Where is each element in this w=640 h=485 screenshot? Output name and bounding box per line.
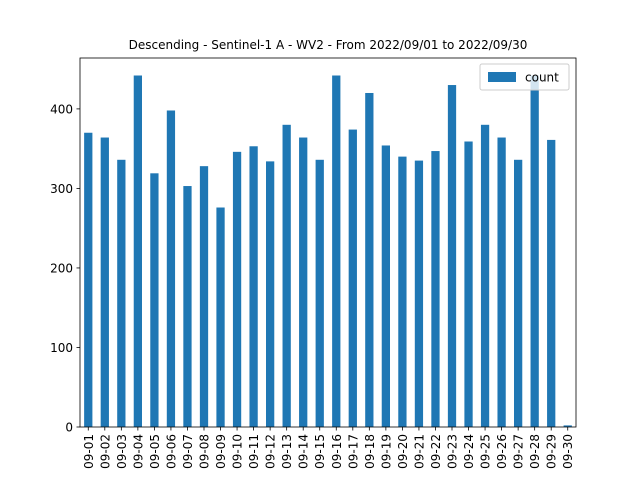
bar-09-27 xyxy=(514,159,523,428)
x-tick-label: 09-20 xyxy=(396,434,410,469)
bar-09-17 xyxy=(348,129,357,427)
x-tick-label: 09-14 xyxy=(297,434,311,469)
axes-layer: 09-01 09-02 09-03 09-04 09-05 09-06 09-07 09-08… xyxy=(50,57,577,469)
x-tick-label: 09-10 xyxy=(231,434,245,469)
legend-box xyxy=(479,63,570,91)
y-tick-label: 0 xyxy=(65,421,73,435)
x-tick-label: 09-02 xyxy=(98,434,112,469)
x-tick-label: 09-24 xyxy=(462,434,476,469)
x-tick-label: 09-25 xyxy=(479,434,493,469)
bar-09-21 xyxy=(414,160,424,427)
bar-09-04 xyxy=(133,75,142,427)
x-tick-label: 09-07 xyxy=(181,434,195,469)
x-tick-label: 09-23 xyxy=(446,434,460,469)
bar-09-01 xyxy=(84,132,93,427)
plot-frame xyxy=(79,57,577,428)
bar-09-08 xyxy=(199,166,209,427)
x-tick-label: 09-05 xyxy=(148,434,162,469)
x-tick-label: 09-27 xyxy=(512,434,526,469)
x-tick-label: 09-01 xyxy=(82,434,96,469)
bar-09-10 xyxy=(232,151,242,427)
x-tick-label: 09-03 xyxy=(115,434,129,469)
bar-09-03 xyxy=(117,159,126,428)
bar-09-05 xyxy=(150,173,159,427)
x-tick-label: 09-13 xyxy=(280,434,294,469)
bar-09-26 xyxy=(497,137,506,427)
bar-09-28 xyxy=(530,75,539,427)
y-tick-label: 100 xyxy=(50,341,73,355)
x-tick-label: 09-16 xyxy=(330,434,344,469)
y-tick-label: 200 xyxy=(50,261,73,275)
x-tick-label: 09-29 xyxy=(545,434,559,469)
y-tick-label: 300 xyxy=(50,182,73,196)
x-tick-label: 09-21 xyxy=(412,434,426,469)
bar-09-18 xyxy=(365,92,374,428)
bar-09-30 xyxy=(563,425,572,427)
bars-layer xyxy=(84,75,572,428)
bar-09-13 xyxy=(282,124,291,428)
y-tick-label: 400 xyxy=(50,102,73,116)
bar-09-20 xyxy=(398,156,407,428)
legend-swatch xyxy=(488,72,516,82)
x-tick-label: 09-15 xyxy=(313,434,327,469)
x-tick-label: 09-08 xyxy=(198,434,212,469)
bar-09-02 xyxy=(100,137,109,427)
bar-09-16 xyxy=(332,75,341,427)
x-tick-label: 09-09 xyxy=(214,434,228,469)
bar-09-19 xyxy=(381,145,390,428)
bar-09-24 xyxy=(464,141,473,427)
x-tick-label: 09-28 xyxy=(528,434,542,469)
bar-09-29 xyxy=(547,139,556,427)
x-tick-label: 09-12 xyxy=(264,434,278,469)
bar-09-09 xyxy=(216,207,225,427)
x-tick-label: 09-17 xyxy=(346,434,360,469)
bar-09-15 xyxy=(315,159,324,428)
x-tick-label: 09-26 xyxy=(495,434,509,469)
x-tick-label: 09-04 xyxy=(131,434,145,469)
bar-09-25 xyxy=(480,124,490,428)
bar-09-12 xyxy=(266,161,275,427)
bar-09-14 xyxy=(299,137,308,427)
x-tick-label: 09-30 xyxy=(561,434,575,469)
bar-09-07 xyxy=(183,186,192,427)
x-tick-label: 09-19 xyxy=(379,434,393,469)
bar-09-06 xyxy=(166,110,176,428)
x-tick-label: 09-11 xyxy=(247,434,261,469)
bar-09-23 xyxy=(447,85,457,427)
legend: count xyxy=(479,63,570,91)
chart-title: Descending - Sentinel-1 A - WV2 - From 2… xyxy=(129,38,528,52)
x-tick-label: 09-06 xyxy=(164,434,178,469)
x-tick-label: 09-22 xyxy=(429,434,443,469)
legend-label: count xyxy=(525,71,559,85)
x-tick-label: 09-18 xyxy=(363,434,377,469)
bar-09-11 xyxy=(249,146,258,427)
bar-09-22 xyxy=(431,151,440,428)
